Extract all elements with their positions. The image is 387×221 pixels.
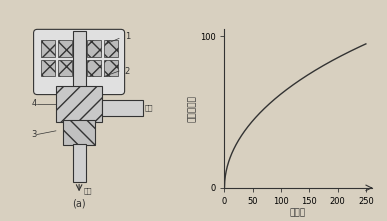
Bar: [41, 60, 55, 76]
Text: 进口: 进口: [145, 105, 154, 111]
Text: 4: 4: [32, 99, 37, 108]
Text: 1: 1: [125, 32, 130, 41]
Text: (a): (a): [72, 199, 86, 209]
Bar: [104, 60, 118, 76]
X-axis label: 脉冲数: 脉冲数: [290, 209, 306, 218]
Bar: [56, 86, 102, 122]
Bar: [41, 40, 55, 57]
Bar: [104, 40, 118, 57]
Bar: [87, 60, 101, 76]
FancyBboxPatch shape: [34, 29, 125, 95]
Bar: [63, 120, 95, 145]
Text: 出口: 出口: [84, 187, 92, 194]
Bar: [73, 143, 86, 182]
Y-axis label: 流量（％）: 流量（％）: [188, 95, 197, 122]
Bar: [73, 31, 86, 140]
Bar: [58, 60, 72, 76]
Text: 3: 3: [32, 130, 37, 139]
Text: 2: 2: [125, 67, 130, 76]
Bar: [102, 100, 143, 116]
Bar: [58, 40, 72, 57]
Bar: [87, 40, 101, 57]
